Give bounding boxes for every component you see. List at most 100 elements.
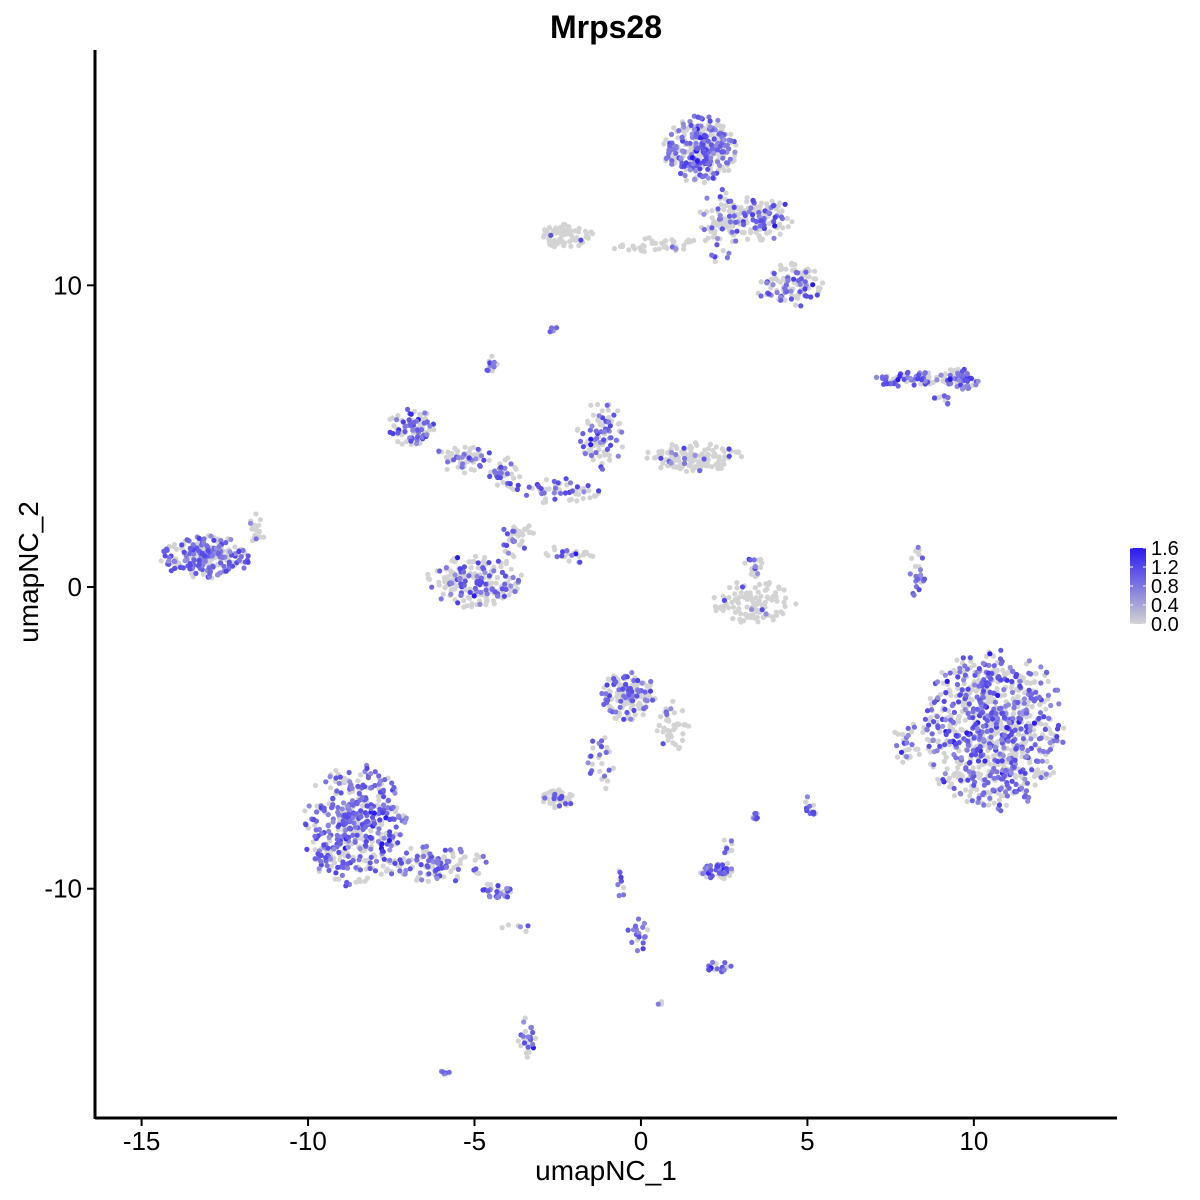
- cell-point: [1002, 692, 1008, 698]
- cell-point: [1006, 785, 1012, 791]
- cell-point: [596, 488, 602, 494]
- cell-point: [718, 605, 724, 611]
- cell-point: [884, 381, 890, 387]
- cell-point: [663, 137, 669, 143]
- cell-point: [599, 761, 605, 767]
- cell-point: [613, 679, 619, 685]
- cell-point: [399, 441, 405, 447]
- cell-point: [945, 400, 951, 407]
- cell-point: [955, 685, 961, 692]
- cell-point: [626, 247, 632, 253]
- cell-point: [552, 496, 558, 502]
- cell-point: [567, 238, 573, 245]
- cell-point: [793, 302, 799, 308]
- cell-point: [731, 213, 737, 219]
- cell-point: [1028, 736, 1034, 742]
- cell-point: [1012, 727, 1018, 733]
- cell-point: [727, 872, 733, 879]
- cell-point: [1048, 702, 1054, 709]
- cell-point: [443, 864, 450, 870]
- cell-point: [640, 946, 646, 952]
- cell-point: [717, 462, 723, 468]
- cell-point: [431, 427, 437, 433]
- cell-point: [928, 707, 935, 713]
- cell-point: [172, 558, 178, 565]
- cell-point: [726, 250, 732, 256]
- cell-point: [697, 166, 703, 172]
- cell-point: [955, 764, 961, 771]
- cell-point: [1043, 706, 1049, 712]
- cell-point: [365, 775, 371, 781]
- cell-point: [895, 377, 901, 383]
- cell-point: [956, 377, 962, 383]
- cell-point: [214, 572, 221, 578]
- cell-point: [621, 716, 627, 722]
- cell-point: [966, 385, 972, 391]
- cell-point: [466, 559, 472, 565]
- cell-point: [987, 689, 993, 696]
- cell-point: [530, 1041, 536, 1047]
- cell-point: [362, 784, 368, 790]
- cell-point: [673, 464, 679, 470]
- cell-point: [947, 688, 953, 694]
- cell-point: [560, 549, 566, 555]
- cell-point: [676, 128, 682, 134]
- cell-point: [405, 406, 411, 412]
- cell-point: [752, 225, 758, 231]
- cell-point: [364, 765, 370, 772]
- cell-point: [256, 522, 262, 528]
- cell-point: [615, 453, 621, 459]
- cell-point: [669, 442, 675, 448]
- colorbar-label: 1.2: [1151, 557, 1179, 579]
- cell-point: [1003, 703, 1009, 709]
- cell-point: [458, 849, 464, 855]
- cell-point: [937, 743, 943, 749]
- cell-point: [688, 122, 694, 128]
- cell-point: [515, 533, 522, 539]
- cell-point: [714, 863, 721, 869]
- colorbar-gradient: [1130, 548, 1146, 624]
- cell-point: [921, 576, 928, 582]
- cell-point: [364, 803, 370, 809]
- cell-point: [742, 560, 748, 566]
- cell-point: [1001, 745, 1007, 751]
- cell-point: [418, 427, 425, 433]
- cell-point: [328, 785, 334, 791]
- cell-point: [682, 722, 688, 728]
- cell-point: [337, 841, 343, 847]
- cell-point: [506, 592, 512, 598]
- cell-point: [1056, 701, 1062, 707]
- cell-point: [741, 618, 747, 624]
- cell-point: [345, 853, 351, 859]
- cell-point: [550, 800, 556, 807]
- cell-point: [803, 269, 809, 275]
- cell-point: [380, 810, 386, 816]
- cell-point: [304, 846, 310, 853]
- cell-point: [590, 745, 596, 751]
- cell-point: [1032, 742, 1038, 748]
- cell-point: [970, 770, 976, 776]
- cell-point: [400, 419, 406, 425]
- cell-point: [475, 560, 481, 566]
- cell-point: [354, 832, 360, 838]
- cell-point: [950, 719, 957, 726]
- cell-point: [451, 865, 457, 871]
- cell-point: [955, 372, 962, 378]
- cell-point: [189, 571, 195, 577]
- cell-point: [208, 533, 214, 539]
- cell-point: [424, 863, 430, 869]
- cell-point: [735, 607, 741, 613]
- cell-point: [494, 889, 500, 895]
- cell-point: [934, 748, 940, 754]
- cell-point: [353, 865, 359, 871]
- cell-point: [515, 577, 522, 584]
- cell-point: [811, 276, 817, 282]
- cell-point: [763, 611, 769, 617]
- cell-point: [395, 840, 401, 846]
- cell-point: [681, 455, 688, 462]
- cell-point: [441, 874, 447, 880]
- cell-point: [601, 773, 608, 779]
- cell-point: [1001, 714, 1008, 721]
- cell-point: [383, 815, 389, 821]
- cell-point: [559, 553, 565, 559]
